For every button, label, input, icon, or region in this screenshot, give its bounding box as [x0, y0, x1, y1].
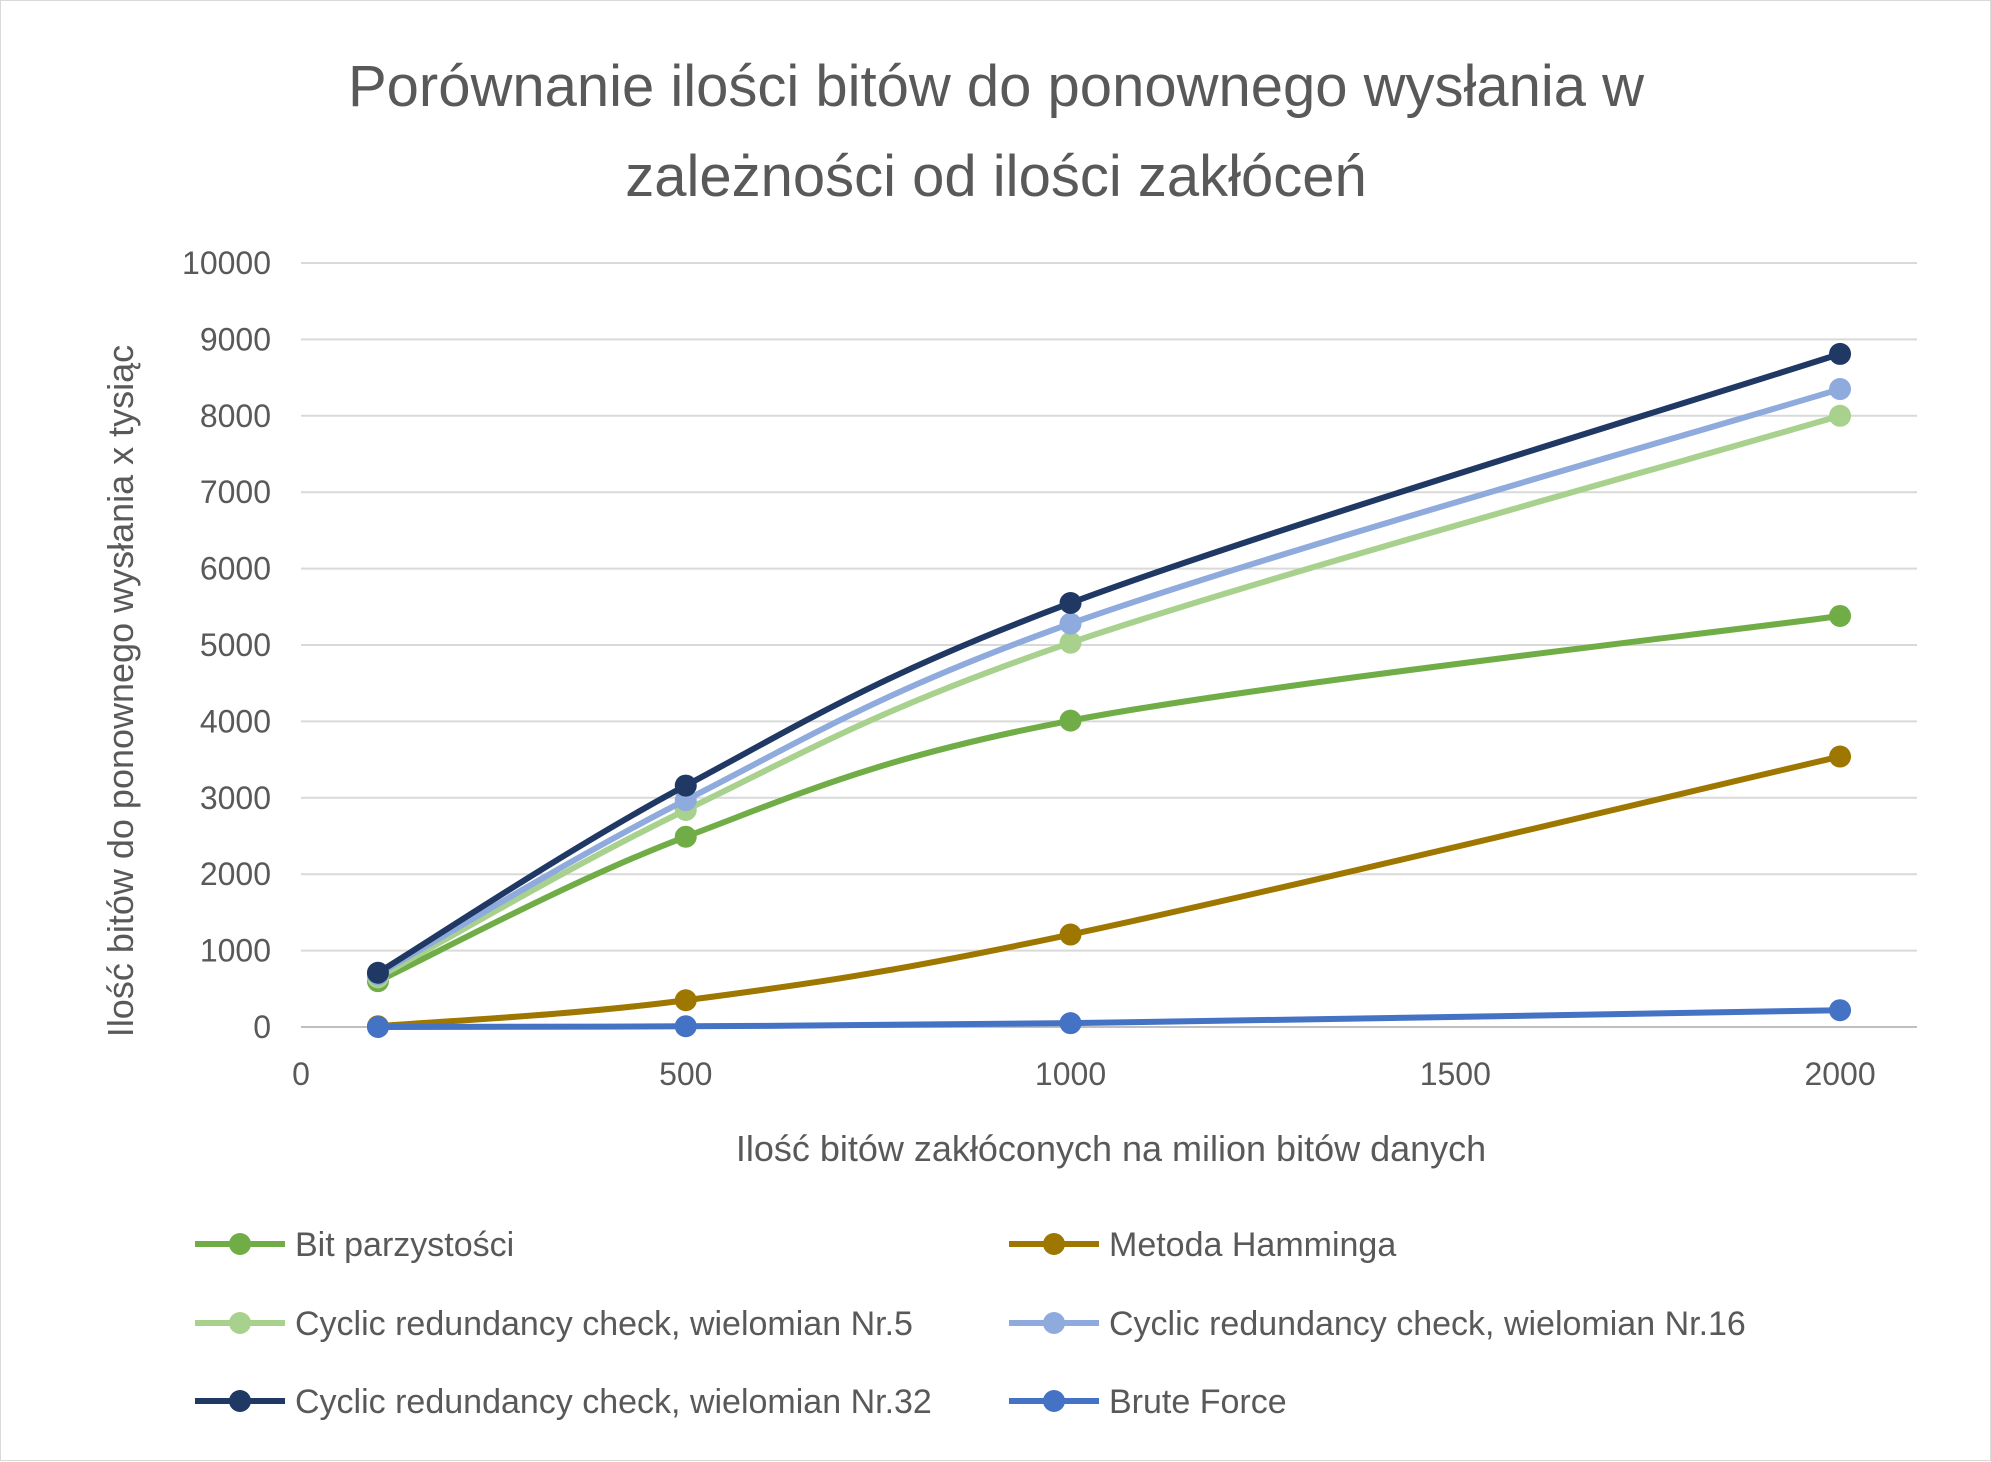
legend-swatch-marker: [229, 1390, 251, 1412]
y-tick-label: 1000: [200, 933, 271, 969]
series-line: [374, 350, 1844, 976]
series-3: [366, 378, 1852, 986]
y-tick-label: 2000: [200, 856, 271, 892]
legend-label: Brute Force: [1109, 1383, 1287, 1421]
y-tick-labels: 0 1000 2000 3000 4000 5000 6000 7000 8000 9000 100…: [182, 245, 271, 1045]
legend-label: Cyclic redundancy check, wielomian Nr.16: [1109, 1305, 1746, 1343]
y-tick-label: 8000: [200, 398, 271, 434]
legend-item: Bit parzystości: [195, 1226, 514, 1264]
gridlines: [301, 262, 1917, 952]
x-tick-label: 0: [292, 1056, 310, 1092]
y-tick-label: 6000: [200, 551, 271, 587]
y-tick-label: 9000: [200, 321, 271, 357]
data-point: [1829, 342, 1852, 365]
legend-swatch-marker: [1043, 1390, 1065, 1412]
legend-label: Bit parzystości: [295, 1226, 514, 1264]
legend-label: Cyclic redundancy check, wielomian Nr.32: [295, 1383, 932, 1421]
legend-item: Cyclic redundancy check, wielomian Nr.5: [195, 1305, 913, 1343]
data-point: [674, 774, 697, 797]
data-point: [366, 1016, 389, 1038]
data-point: [1829, 745, 1852, 768]
legend-swatch-marker: [229, 1312, 251, 1334]
data-point: [1829, 378, 1852, 401]
data-point: [1059, 709, 1082, 732]
series-5: [366, 999, 1852, 1038]
y-tick-label: 7000: [200, 474, 271, 510]
y-tick-label: 10000: [182, 245, 271, 281]
y-tick-label: 0: [253, 1009, 271, 1045]
x-axis-title: Ilość bitów zakłóconych na milion bitów …: [736, 1128, 1486, 1169]
legend-swatch-marker: [229, 1233, 251, 1255]
y-tick-label: 3000: [200, 780, 271, 816]
data-point: [1059, 591, 1082, 614]
x-tick-label: 1500: [1420, 1056, 1491, 1092]
series-line: [374, 753, 1844, 1030]
data-point: [1059, 923, 1082, 946]
data-point: [1829, 404, 1852, 427]
data-point: [1059, 612, 1082, 635]
data-point: [1059, 1012, 1082, 1035]
x-tick-label: 1000: [1035, 1056, 1106, 1092]
chart-title-line-1: Porównanie ilości bitów do ponownego wys…: [348, 54, 1645, 119]
data-point: [674, 825, 697, 848]
legend-label: Cyclic redundancy check, wielomian Nr.5: [295, 1305, 913, 1343]
legend-item: Metoda Hamminga: [1009, 1226, 1396, 1264]
legend-label: Metoda Hamminga: [1109, 1226, 1396, 1264]
x-tick-label: 500: [659, 1056, 712, 1092]
legend-item: Cyclic redundancy check, wielomian Nr.32: [195, 1383, 932, 1421]
y-axis-title: Ilość bitów do ponownego wysłania x tysi…: [100, 345, 141, 1037]
series-line: [374, 612, 1844, 985]
series-line: [374, 386, 1844, 978]
chart-title-line-2: zależności od ilości zakłóceń: [625, 144, 1366, 209]
data-point: [366, 961, 389, 984]
series-layer: [366, 342, 1852, 1038]
legend-swatch-marker: [1043, 1233, 1065, 1255]
legend-item: Brute Force: [1009, 1383, 1287, 1421]
data-point: [1829, 604, 1852, 627]
data-point: [1829, 999, 1852, 1022]
legend: Bit parzystości Metoda Hamminga Cyclic red…: [195, 1226, 1746, 1421]
legend-item: Cyclic redundancy check, wielomian Nr.16: [1009, 1305, 1746, 1343]
legend-swatch-marker: [1043, 1312, 1065, 1334]
x-tick-label: 2000: [1804, 1056, 1875, 1092]
y-tick-label: 5000: [200, 627, 271, 663]
y-tick-label: 4000: [200, 703, 271, 739]
series-1: [366, 745, 1852, 1038]
series-4: [366, 342, 1852, 984]
series-line: [374, 1007, 1844, 1030]
data-point: [1059, 631, 1082, 654]
series-line: [374, 412, 1844, 981]
data-point: [674, 1015, 697, 1038]
x-tick-labels: 0 500 1000 1500 2000: [292, 1056, 1876, 1092]
data-point: [674, 989, 697, 1012]
